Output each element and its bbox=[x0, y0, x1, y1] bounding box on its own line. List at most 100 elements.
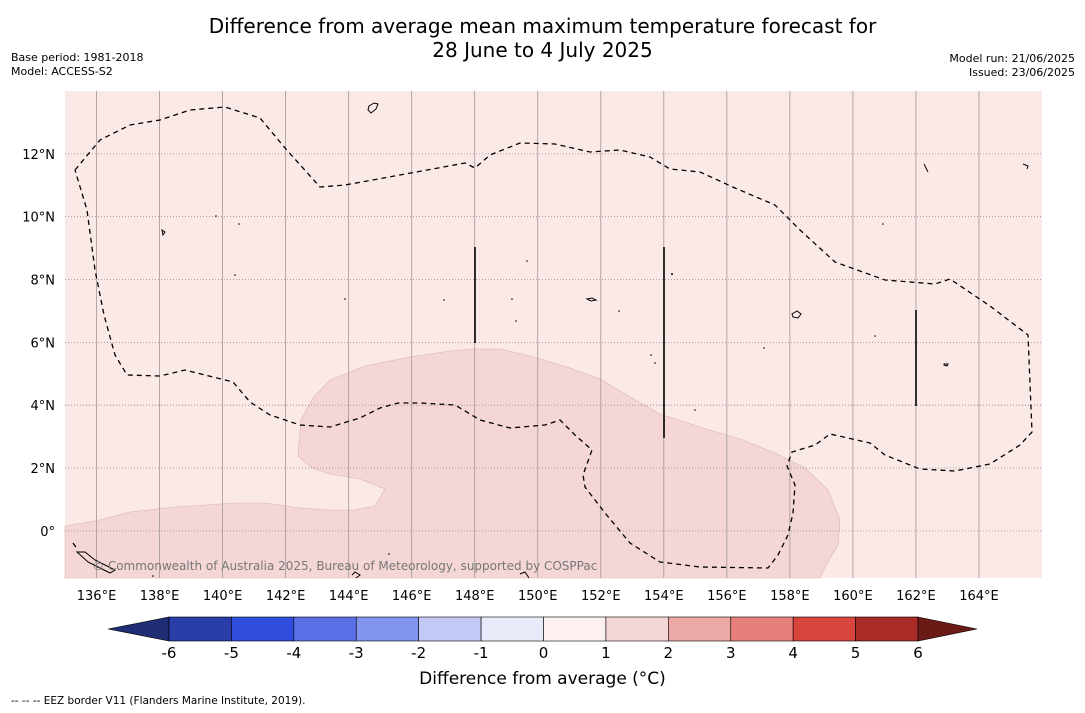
run-info: Model run: 21/06/2025 Issued: 23/06/2025 bbox=[949, 52, 1075, 80]
island bbox=[161, 228, 166, 237]
island bbox=[351, 571, 361, 579]
colorbar-swatch bbox=[792, 616, 856, 642]
colorbar-tick-label: 3 bbox=[726, 644, 736, 662]
model-run: Model run: 21/06/2025 bbox=[949, 52, 1075, 65]
islet bbox=[526, 260, 528, 262]
title-line-1: Difference from average mean maximum tem… bbox=[208, 14, 877, 38]
islet bbox=[215, 215, 217, 217]
warm-anomaly-region bbox=[64, 348, 841, 579]
y-tick-labels: 12°N 10°N 8°N 6°N 4°N 2°N 0° bbox=[22, 148, 55, 540]
colorbar-swatch bbox=[480, 616, 544, 642]
islet bbox=[874, 335, 876, 337]
x-tick-label: 152°E bbox=[581, 589, 621, 604]
islet bbox=[882, 223, 884, 225]
colorbar-tick-label: 0 bbox=[539, 644, 549, 662]
colorbar-tick-label: 6 bbox=[913, 644, 923, 662]
copyright-text: © Commonwealth of Australia 2025, Bureau… bbox=[92, 559, 597, 573]
colorbar-tick-label: 2 bbox=[664, 644, 674, 662]
colorbar-swatch bbox=[855, 616, 919, 642]
colorbar-tick-label: -4 bbox=[286, 644, 301, 662]
island bbox=[75, 551, 117, 574]
x-tick-label: 150°E bbox=[518, 589, 558, 604]
islet bbox=[152, 575, 154, 577]
x-tick-label: 136°E bbox=[77, 589, 117, 604]
colorbar bbox=[107, 616, 978, 642]
footnote: -- -- -- EEZ border V11 (Flanders Marine… bbox=[11, 695, 306, 707]
island bbox=[367, 102, 379, 114]
x-tick-label: 164°E bbox=[959, 589, 999, 604]
x-tick-label: 162°E bbox=[896, 589, 936, 604]
eez-border-south bbox=[72, 542, 79, 551]
colorbar-tick-label: 1 bbox=[601, 644, 611, 662]
islet bbox=[671, 273, 673, 275]
island bbox=[943, 363, 949, 367]
islet bbox=[511, 298, 513, 300]
colorbar-label: Difference from average (°C) bbox=[419, 669, 666, 689]
islet bbox=[694, 409, 696, 411]
colorbar-swatch bbox=[293, 616, 357, 642]
x-tick-label: 138°E bbox=[140, 589, 180, 604]
x-tick-label: 146°E bbox=[392, 589, 432, 604]
y-tick-label: 10°N bbox=[22, 211, 55, 226]
x-tick-label: 148°E bbox=[455, 589, 495, 604]
y-tick-label: 12°N bbox=[22, 148, 55, 163]
x-tick-label: 142°E bbox=[266, 589, 306, 604]
x-tick-label: 140°E bbox=[203, 589, 243, 604]
base-info: Base period: 1981-2018 Model: ACCESS-S2 bbox=[11, 51, 143, 79]
x-tick-label: 156°E bbox=[707, 589, 747, 604]
x-tick-labels: 136°E 138°E 140°E 142°E 144°E 146°E 148°E 150°E… bbox=[77, 589, 999, 604]
colorbar-tick-label: -2 bbox=[411, 644, 426, 662]
colorbar-swatch bbox=[605, 616, 669, 642]
y-tick-label: 2°N bbox=[31, 462, 56, 477]
colorbar-swatch bbox=[730, 616, 794, 642]
map-title: Difference from average mean maximum tem… bbox=[0, 14, 1085, 62]
islet bbox=[763, 347, 765, 349]
islet bbox=[388, 553, 390, 555]
y-tick-label: 0° bbox=[40, 525, 55, 540]
islet bbox=[654, 362, 656, 364]
eez-border-north bbox=[74, 106, 1033, 569]
colorbar-tick-label: -3 bbox=[349, 644, 364, 662]
issued-date: Issued: 23/06/2025 bbox=[968, 66, 1075, 79]
islet bbox=[618, 310, 620, 312]
islet bbox=[234, 274, 236, 276]
colorbar-under-extension bbox=[107, 616, 170, 642]
x-tick-label: 158°E bbox=[770, 589, 810, 604]
colorbar-tick-label: 4 bbox=[788, 644, 798, 662]
x-tick-label: 144°E bbox=[329, 589, 369, 604]
colorbar-swatch bbox=[355, 616, 419, 642]
colorbar-swatch bbox=[231, 616, 295, 642]
base-period: Base period: 1981-2018 bbox=[11, 51, 144, 64]
island bbox=[519, 571, 530, 579]
island bbox=[585, 297, 598, 302]
colorbar-tick-label: -6 bbox=[162, 644, 177, 662]
colorbar-swatch bbox=[168, 616, 232, 642]
islet bbox=[650, 354, 652, 356]
eez-border-lines bbox=[72, 106, 1033, 569]
islet bbox=[344, 298, 346, 300]
y-tick-label: 4°N bbox=[31, 399, 56, 414]
colorbar-tick-label: 5 bbox=[851, 644, 861, 662]
y-tick-label: 6°N bbox=[31, 336, 56, 351]
island bbox=[1022, 163, 1029, 170]
meridian-lines bbox=[474, 247, 917, 438]
y-tick-label: 8°N bbox=[31, 274, 56, 289]
islet bbox=[515, 320, 517, 322]
colorbar-over-extension bbox=[917, 616, 978, 642]
small-islets bbox=[152, 215, 884, 577]
colorbar-swatch bbox=[668, 616, 732, 642]
islet bbox=[443, 299, 445, 301]
model-name: Model: ACCESS-S2 bbox=[11, 65, 113, 78]
colorbar-swatch bbox=[543, 616, 607, 642]
island bbox=[923, 163, 929, 173]
colorbar-tick-label: -5 bbox=[224, 644, 239, 662]
title-line-2: 28 June to 4 July 2025 bbox=[432, 38, 653, 62]
islands bbox=[75, 102, 1029, 579]
x-tick-label: 160°E bbox=[833, 589, 873, 604]
island bbox=[791, 310, 802, 319]
colorbar-tick-labels: -6 -5 -4 -3 -2 -1 0 1 2 3 4 5 6 bbox=[162, 644, 923, 662]
islet bbox=[238, 223, 240, 225]
x-tick-label: 154°E bbox=[644, 589, 684, 604]
colorbar-tick-label: -1 bbox=[474, 644, 489, 662]
